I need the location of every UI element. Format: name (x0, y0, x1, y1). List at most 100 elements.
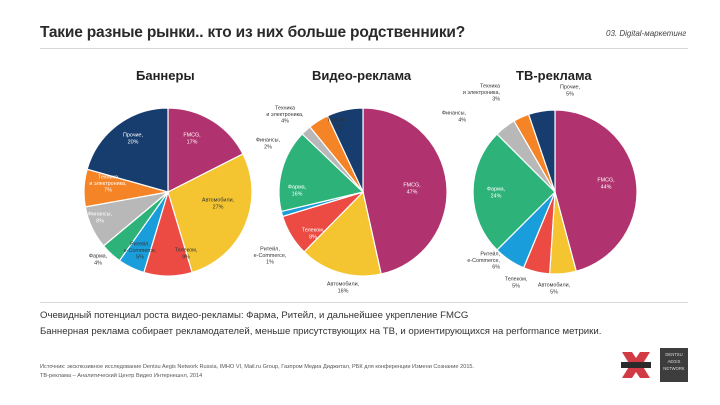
pie-slice-3-5 (472, 133, 556, 251)
slice-label-2-4: Ритейл, e-Commerce, 1% (254, 245, 287, 265)
slice-label-line: 5% (566, 91, 574, 97)
pie-slice-1-8 (86, 107, 169, 193)
slice-label-1-2: Автомобили, 27% (202, 198, 235, 211)
slice-label-line: Техника (98, 174, 118, 180)
pie-slice-3-8 (527, 109, 556, 193)
slice-label-line: Прочие, (560, 85, 581, 91)
slice-label-line: 4% (458, 117, 466, 123)
slice-label-line: e-Commerce, (124, 248, 157, 254)
partner-logo-box: DENTSU AEGIS NETWORK (660, 348, 688, 382)
slice-label-line: 16% (292, 191, 303, 197)
slice-label-1-3: Телеком, 9% (175, 248, 198, 261)
slice-label-line: 2% (264, 144, 272, 150)
slice-label-line: 5% (550, 289, 558, 295)
slice-label-line: 47% (407, 189, 418, 195)
slice-label-line: Финансы, (256, 138, 281, 144)
slice-label-line: 7% (104, 188, 112, 194)
pie-slice-2-1 (362, 107, 448, 275)
slice-label-2-2: Автомобили, 16% (327, 282, 360, 295)
slice-label-line: e-Commerce, (467, 258, 500, 264)
slice-label-3-5: Фарма, 24% (487, 187, 506, 200)
slice-label-1-4: Ритейл, e-Commerce, 5% (124, 240, 157, 260)
slice-label-line: Телеком, (505, 277, 528, 283)
slice-label-2-1: FMCG, 47% (403, 183, 421, 196)
slice-label-line: Автомобили, (202, 198, 235, 204)
slice-label-line: 20% (128, 139, 139, 145)
slice-label-line: FMCG, (403, 183, 421, 189)
slice-label-1-7: Техника и электроника, 7% (89, 174, 127, 193)
partner-logo-line: DENTSU (665, 352, 683, 357)
partner-logo-line: AEGIS (667, 359, 681, 364)
pie-slice-3-1 (554, 109, 638, 272)
slice-label-line: 5% (136, 255, 144, 261)
slice-label-line: 5% (512, 283, 520, 289)
slide-title: Такие разные рынки.. кто из них больше р… (40, 24, 465, 41)
slice-label-line: Ритейл, (480, 250, 500, 257)
title-divider (40, 48, 688, 49)
source-line-2: ТВ-реклама – Аналитический Центр Видео И… (40, 373, 203, 379)
slice-label-line: 24% (491, 193, 502, 199)
slice-label-line: 44% (601, 184, 612, 190)
chart-title-video: Видео-реклама (312, 68, 412, 83)
slice-label-3-6: Финансы, 4% (442, 111, 467, 124)
slice-label-line: 27% (213, 204, 224, 210)
chart-title-tv: ТВ-реклама (516, 68, 592, 83)
insight-line-1: Очевидный потенциал роста видео-рекламы:… (40, 310, 469, 321)
section-tag: 03. Digital-маркетинг (606, 29, 687, 38)
slice-label-line: и электроника, (266, 112, 304, 118)
slice-label-line: 8% (309, 234, 317, 240)
slice-label-line: Фарма, (89, 254, 108, 260)
slice-label-3-8: Прочие, 5% (560, 85, 581, 98)
slice-label-line: 4% (281, 119, 289, 125)
slice-label-line: 17% (187, 139, 198, 145)
pie-slice-2-5 (278, 133, 365, 213)
slice-label-line: Автомобили, (327, 282, 360, 288)
slice-label-3-3: Телеком, 5% (505, 277, 528, 290)
pie-slice-2-2 (303, 190, 382, 277)
slice-label-line: и электроника, (89, 181, 127, 187)
pie-slice-1-2 (167, 153, 253, 274)
slice-label-line: 4% (94, 260, 102, 266)
pie-slice-1-1 (167, 107, 244, 193)
slice-label-line: 6% (492, 265, 500, 271)
slice-label-2-8: Прочие, 7% (328, 118, 349, 131)
slice-label-line: 8% (96, 218, 104, 224)
chart-title-banners: Баннеры (136, 68, 195, 83)
slice-label-line: Финансы, (442, 111, 467, 117)
slice-label-2-7: Техника и электроника, 4% (266, 105, 304, 124)
slice-label-2-5: Фарма, 16% (288, 185, 307, 198)
charts-divider (40, 302, 688, 303)
slice-label-line: 1% (266, 260, 274, 266)
slice-label-line: Техника (480, 83, 500, 89)
insight-line-2: Баннерная реклама собирает рекламодателе… (40, 326, 602, 337)
slice-label-line: Прочие, (328, 118, 349, 124)
slice-label-line: FMCG, (597, 178, 615, 184)
slice-label-3-2: Автомобили, 5% (538, 283, 571, 296)
slice-label-line: e-Commerce, (254, 253, 287, 259)
slice-label-line: 16% (338, 288, 349, 294)
slice-label-3-4: Ритейл, e-Commerce, 6% (467, 250, 500, 270)
slice-label-line: Телеком, (302, 228, 325, 234)
slice-label-line: Ритейл, (260, 245, 280, 252)
brand-logo (621, 352, 651, 378)
slice-label-1-8: Прочие, 20% (123, 133, 144, 146)
slice-label-line: Финансы, (88, 212, 113, 218)
slice-label-line: и электроника, (463, 90, 501, 96)
slice-label-line: Фарма, (487, 187, 506, 193)
slice-label-line: Прочие, (123, 133, 144, 139)
slice-label-1-1: FMCG, 17% (183, 133, 201, 146)
slice-label-line: Техника (275, 105, 295, 111)
slice-label-2-6: Финансы, 2% (256, 138, 281, 151)
slice-label-3-7: Техника и электроника, 3% (463, 83, 501, 102)
slice-label-line: Автомобили, (538, 283, 571, 289)
slice-label-1-6: Финансы, 8% (88, 212, 113, 225)
slice-label-line: 9% (182, 254, 190, 260)
partner-logo-line: NETWORK (663, 366, 685, 371)
slice-label-line: FMCG, (183, 133, 201, 139)
pie-slice-2-8 (326, 107, 364, 193)
slice-label-line: Ритейл, (130, 240, 150, 247)
source-line-1: Источник: эксклюзивное исследование Dent… (40, 364, 475, 370)
slice-label-line: 7% (334, 124, 342, 130)
